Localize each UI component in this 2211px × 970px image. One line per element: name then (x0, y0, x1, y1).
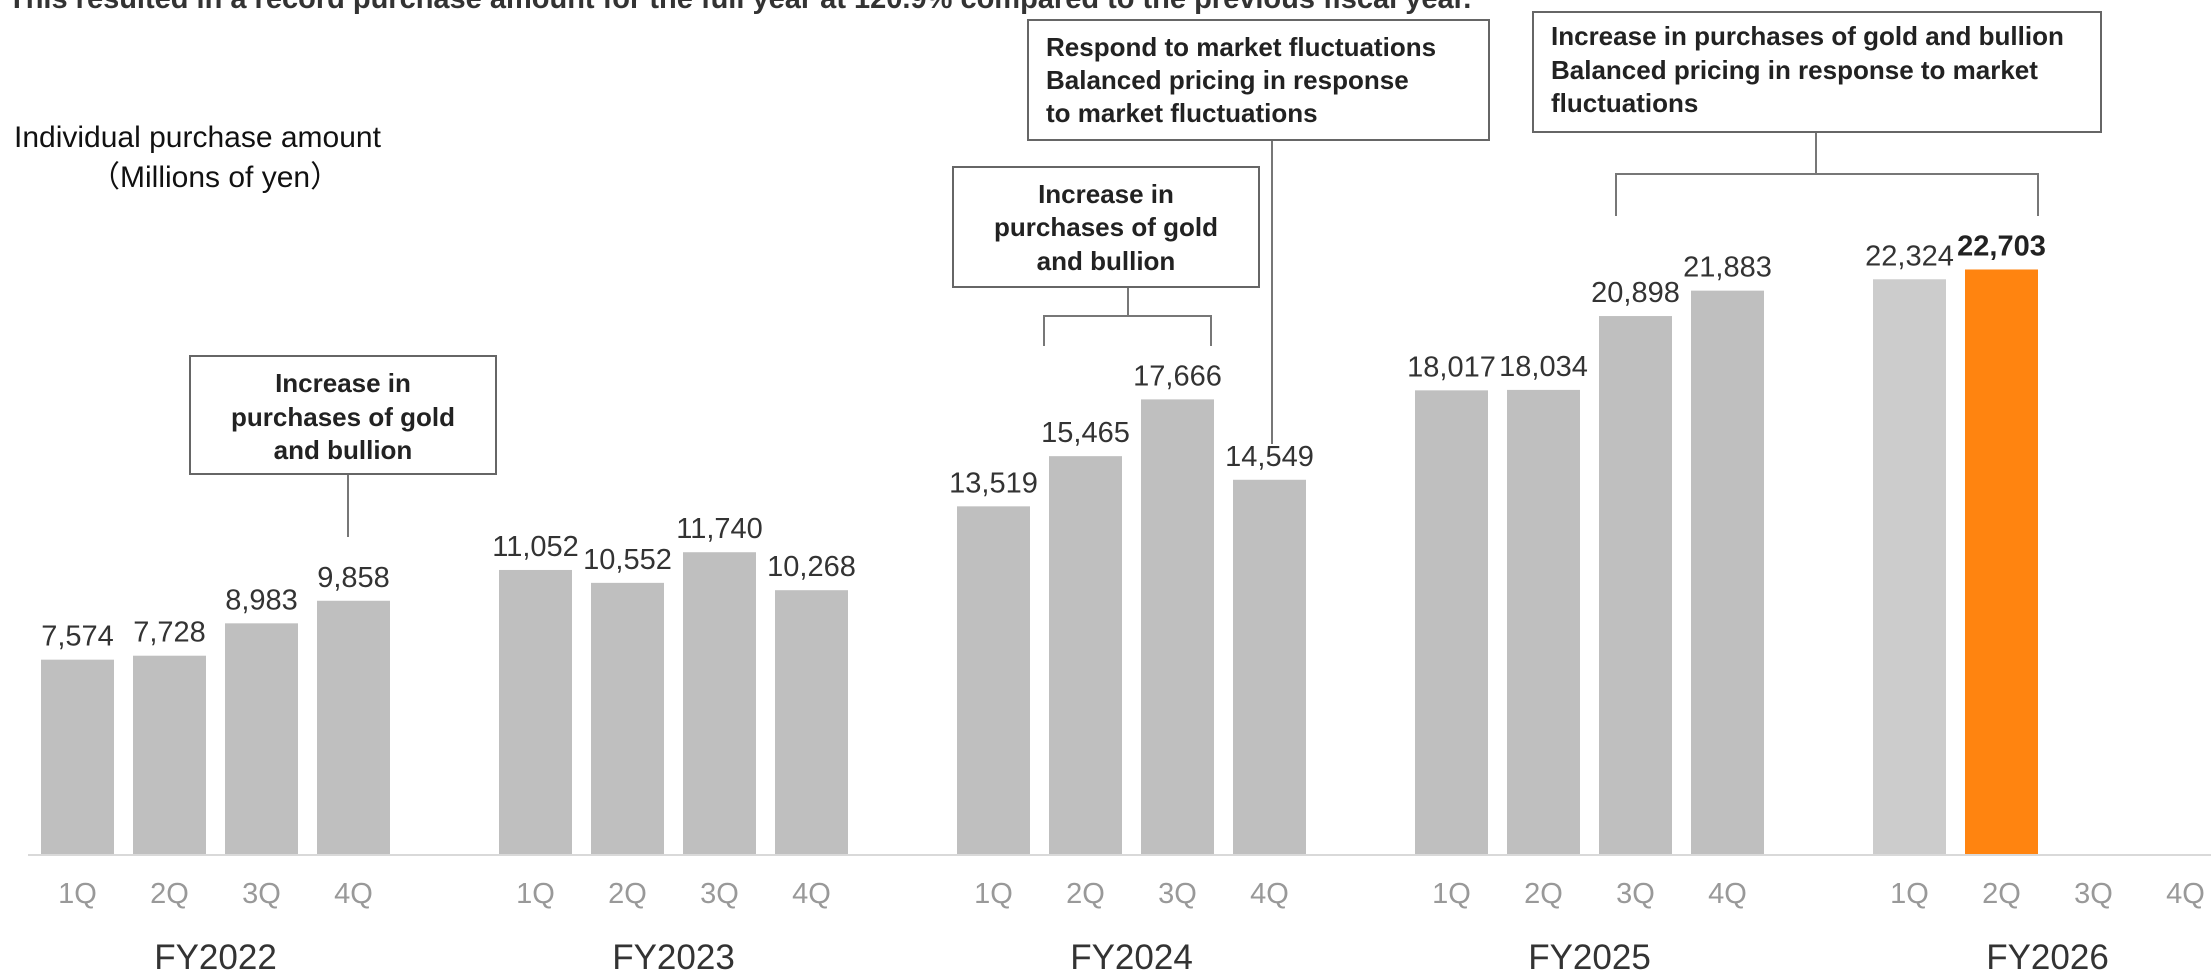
data-label: 18,017 (1407, 351, 1496, 383)
data-label: 17,666 (1133, 360, 1222, 392)
annotation-line: fluctuations (1551, 88, 1698, 118)
quarter-tick-label: 3Q (700, 878, 739, 910)
annotation-fy2022: Increase in purchases of gold and bullio… (189, 355, 497, 537)
fiscal-year-label: FY2024 (1070, 938, 1193, 970)
quarter-tick-label: 2Q (1524, 878, 1563, 910)
bar-FY2023-2Q (591, 582, 664, 855)
bar-FY2025-1Q (1415, 390, 1488, 855)
annotation-fy2024-mid: Increase in purchases of gold and bullio… (952, 166, 1260, 346)
quarter-tick-label: 1Q (974, 878, 1013, 910)
annotation-line: Balanced pricing in response to market (1551, 55, 2038, 85)
annotation-box (1027, 19, 1490, 141)
bar-FY2022-3Q (225, 623, 298, 855)
unit-label-line1: Individual purchase amount (14, 121, 382, 154)
quarter-tick-label: 4Q (1250, 878, 1289, 910)
bar-FY2022-2Q (133, 655, 206, 855)
annotation-line: purchases of gold (231, 402, 455, 432)
fiscal-year-label: FY2023 (612, 938, 735, 970)
bar-FY2025-3Q (1599, 316, 1672, 855)
value-labels-layer: 7,574 7,728 8,983 9,858 11,052 10,55211,74010… (41, 230, 2046, 652)
quarter-tick-label: 1Q (1890, 878, 1929, 910)
data-label: 7,728 (133, 617, 206, 649)
bar-FY2026-2Q (1965, 269, 2038, 855)
quarter-tick-label: 1Q (516, 878, 555, 910)
unit-label-line2: （Millions of yen） (90, 161, 340, 194)
data-label: 8,983 (225, 584, 298, 616)
fiscal-year-labels-layer: FY2022 FY2023 FY2024 FY2025 FY2026 (154, 938, 2109, 970)
quarter-tick-label: 3Q (242, 878, 281, 910)
annotation-box (1532, 11, 2102, 133)
quarter-tick-label: 2Q (150, 878, 189, 910)
quarter-tick-label: 4Q (792, 878, 831, 910)
annotation-fy2025-fy2026: Increase in purchases of gold and bullio… (1532, 11, 2102, 216)
annotation-line: Increase in (275, 368, 411, 398)
annotation-line: Increase in (1038, 179, 1174, 209)
data-label: 15,465 (1041, 417, 1130, 449)
data-label: 11,052 (492, 531, 579, 563)
headline: This resulted in a record purchase amoun… (8, 0, 1471, 15)
data-label: 22,703 (1957, 230, 2046, 262)
quarter-tick-label: 2Q (1066, 878, 1105, 910)
bar-FY2023-4Q (775, 590, 848, 855)
data-label: 10,552 (583, 544, 672, 576)
data-label: 20,898 (1591, 277, 1680, 309)
annotation-line: and bullion (1037, 246, 1176, 276)
data-label: 22,324 (1865, 240, 1954, 272)
data-label: 10,268 (767, 551, 856, 583)
bar-FY2023-3Q (683, 552, 756, 855)
data-label: 9,858 (317, 562, 390, 594)
annotation-box (189, 355, 497, 475)
fiscal-year-label: FY2025 (1528, 938, 1651, 970)
quarter-tick-label: 2Q (608, 878, 647, 910)
bar-FY2022-1Q (41, 659, 114, 855)
fiscal-year-label: FY2026 (1986, 938, 2109, 970)
data-label: 18,034 (1499, 351, 1588, 383)
bar-FY2024-2Q (1049, 456, 1122, 855)
annotation-line: purchases of gold (994, 212, 1218, 242)
quarter-tick-label: 3Q (1616, 878, 1655, 910)
annotation-fy2024-4q: Respond to market fluctuations Balanced … (1027, 19, 1490, 444)
quarter-tick-label: 4Q (2166, 878, 2205, 910)
bar-FY2023-1Q (499, 569, 572, 855)
bar-FY2022-4Q (317, 600, 390, 855)
bar-FY2024-3Q (1141, 399, 1214, 855)
quarter-tick-label: 4Q (1708, 878, 1747, 910)
bar-FY2024-1Q (957, 506, 1030, 855)
quarter-tick-label: 3Q (1158, 878, 1197, 910)
annotation-line: to market fluctuations (1046, 98, 1318, 128)
bar-FY2024-4Q (1233, 479, 1306, 855)
quarter-labels-layer: 1Q 2Q 3Q 4Q 1Q 2Q 3Q 4Q 1Q 2Q 3Q 4Q 1Q 2Q 3Q 4Q 1Q 2Q 3Q 4Q (58, 878, 2205, 910)
quarter-tick-label: 3Q (2074, 878, 2113, 910)
quarter-tick-label: 1Q (58, 878, 97, 910)
bar-FY2025-4Q (1691, 290, 1764, 855)
quarter-tick-label: 4Q (334, 878, 373, 910)
annotation-line: Increase in purchases of gold and bullio… (1551, 21, 2064, 51)
annotation-line: Balanced pricing in response (1046, 65, 1409, 95)
data-label: 14,549 (1225, 441, 1314, 473)
quarter-tick-label: 2Q (1982, 878, 2021, 910)
quarter-tick-label: 1Q (1432, 878, 1471, 910)
data-label: 21,883 (1683, 252, 1772, 284)
bar-FY2025-2Q (1507, 389, 1580, 855)
fiscal-year-label: FY2022 (154, 938, 277, 970)
data-label: 13,519 (949, 467, 1038, 499)
bars-layer (41, 269, 2038, 855)
bar-FY2026-1Q (1873, 279, 1946, 855)
data-label: 11,740 (676, 513, 763, 545)
data-label: 7,574 (41, 621, 114, 653)
annotation-line: and bullion (274, 435, 413, 465)
annotation-box (952, 166, 1260, 288)
annotation-line: Respond to market fluctuations (1046, 32, 1436, 62)
